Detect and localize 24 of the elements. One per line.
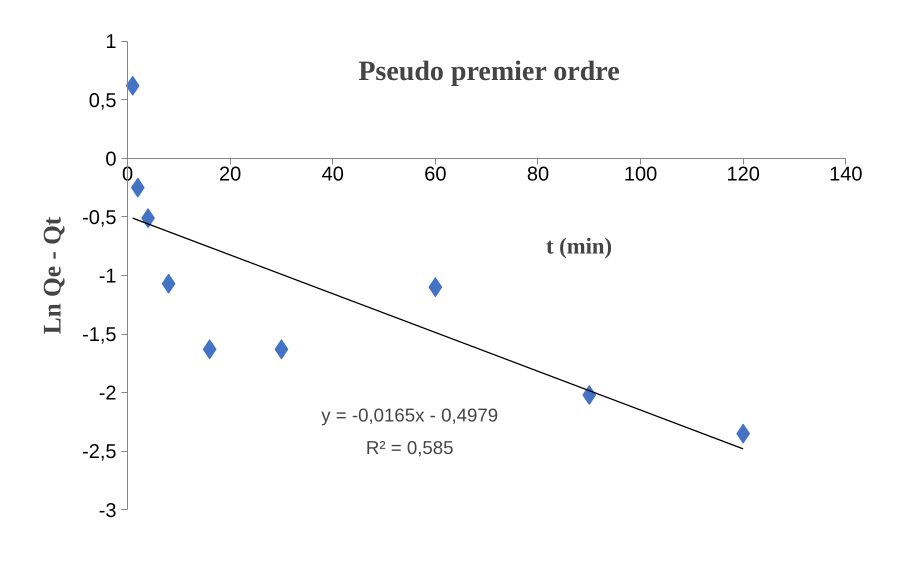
point [126,76,140,96]
point [582,384,596,405]
x-tick-label: 80 [526,163,550,186]
x-axis-title: t (min) [546,234,612,259]
x-tick-label: 100 [624,163,658,186]
y-tick-label: -2,5 [82,441,117,464]
y-tick-label: -0,5 [82,206,117,229]
x-tick-label: 40 [322,163,344,186]
y-tick-label: -1,5 [82,324,117,346]
y-tick-label: -2 [98,382,117,405]
x-tick-label: 60 [424,163,446,186]
y-tick-label: -1 [98,266,117,288]
annotation: R² = 0,585 [366,437,454,458]
x-tick-label: 120 [726,163,760,186]
y-tick-label: 0,5 [88,90,117,112]
x-tick-label: 20 [219,163,242,186]
y-tick-label: 0 [105,148,117,170]
annotation: y = -0,0165x - 0,4979 [321,404,498,426]
y-axis-title: Ln Qe - Qt [38,216,66,334]
y-tick-label: -3 [98,500,117,522]
y-tick-label: 1 [105,31,117,54]
text: Pseudo premier ordre [358,56,620,88]
point [130,178,145,198]
x-tick-label: 140 [829,163,862,186]
